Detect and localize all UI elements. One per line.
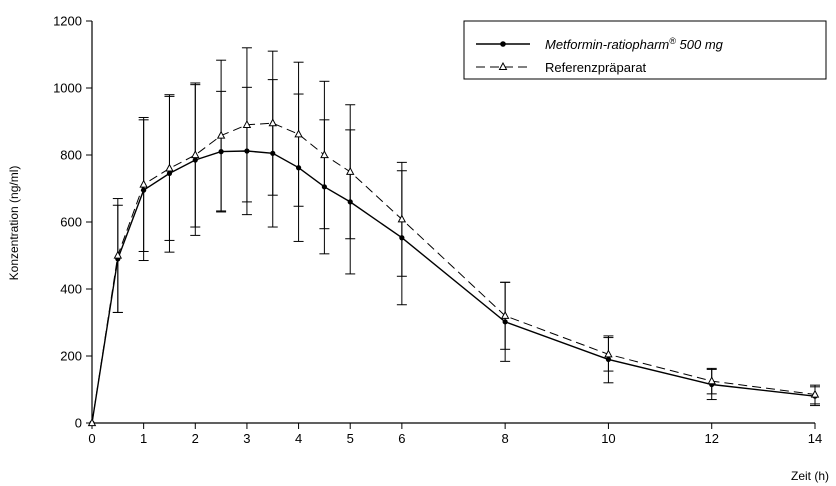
data-point-referenz: [345, 166, 355, 175]
series-line-referenz: [91, 122, 816, 424]
x-tick-label: 3: [243, 431, 250, 446]
x-tick-label: 14: [808, 431, 822, 446]
x-tick-label: 5: [347, 431, 354, 446]
data-point-referenz: [113, 250, 123, 259]
x-tick-label: 6: [398, 431, 405, 446]
data-point-referenz: [320, 150, 329, 159]
y-tick-label: 400: [60, 282, 82, 297]
x-tick-label: 2: [192, 431, 199, 446]
x-tick-label: 10: [601, 431, 615, 446]
y-tick-label: 1000: [53, 81, 82, 96]
data-point-referenz: [242, 119, 252, 128]
data-point-metformin: [295, 165, 302, 171]
data-point-referenz: [139, 179, 148, 188]
data-point-referenz: [294, 129, 303, 138]
y-tick-label: 800: [60, 148, 82, 163]
data-point-metformin: [347, 199, 353, 205]
data-point-referenz: [87, 418, 97, 427]
series-line-metformin: [91, 150, 816, 424]
legend-label-metformin: Metformin-ratiopharm® 500 mg: [545, 36, 724, 52]
data-point-referenz: [191, 150, 200, 159]
data-point-metformin: [270, 150, 276, 156]
y-axis-label: Konzentration (ng/ml): [7, 166, 21, 281]
y-tick-label: 600: [60, 215, 82, 230]
data-point-referenz: [165, 163, 174, 172]
data-point-metformin: [244, 148, 250, 154]
y-tick-label: 200: [60, 349, 82, 364]
data-point-referenz: [500, 310, 510, 319]
data-point-metformin: [192, 157, 198, 163]
data-point-referenz: [268, 118, 277, 127]
data-point-metformin: [218, 149, 224, 155]
x-axis-label: Zeit (h): [791, 469, 829, 483]
y-tick-label: 1200: [53, 14, 82, 29]
data-point-referenz: [397, 214, 407, 223]
error-bars: [112, 47, 820, 407]
legend-box: [463, 20, 827, 80]
data-point-metformin: [502, 319, 508, 325]
data-point-referenz: [216, 130, 226, 139]
legend: Metformin-ratiopharm® 500 mg Referenzprä…: [463, 20, 827, 80]
series-lines: [91, 122, 816, 424]
legend-label-referenz: Referenzpräparat: [545, 60, 647, 75]
x-tick-label: 4: [295, 431, 302, 446]
data-point-metformin: [141, 187, 147, 193]
x-tick-label: 0: [88, 431, 95, 446]
data-point-metformin: [321, 184, 327, 190]
series-markers: [87, 118, 820, 427]
x-tick-label: 8: [502, 431, 509, 446]
legend-marker-referenz: [498, 61, 508, 70]
data-point-metformin: [166, 170, 173, 177]
data-point-metformin: [399, 235, 405, 241]
x-tick-label: 12: [704, 431, 718, 446]
legend-marker-metformin: [500, 41, 506, 47]
data-point-metformin: [605, 356, 612, 362]
data-point-referenz: [707, 376, 716, 385]
x-tick-label: 1: [140, 431, 147, 446]
y-tick-label: 0: [75, 416, 82, 431]
data-point-referenz: [810, 389, 820, 398]
data-point-referenz: [604, 349, 613, 358]
